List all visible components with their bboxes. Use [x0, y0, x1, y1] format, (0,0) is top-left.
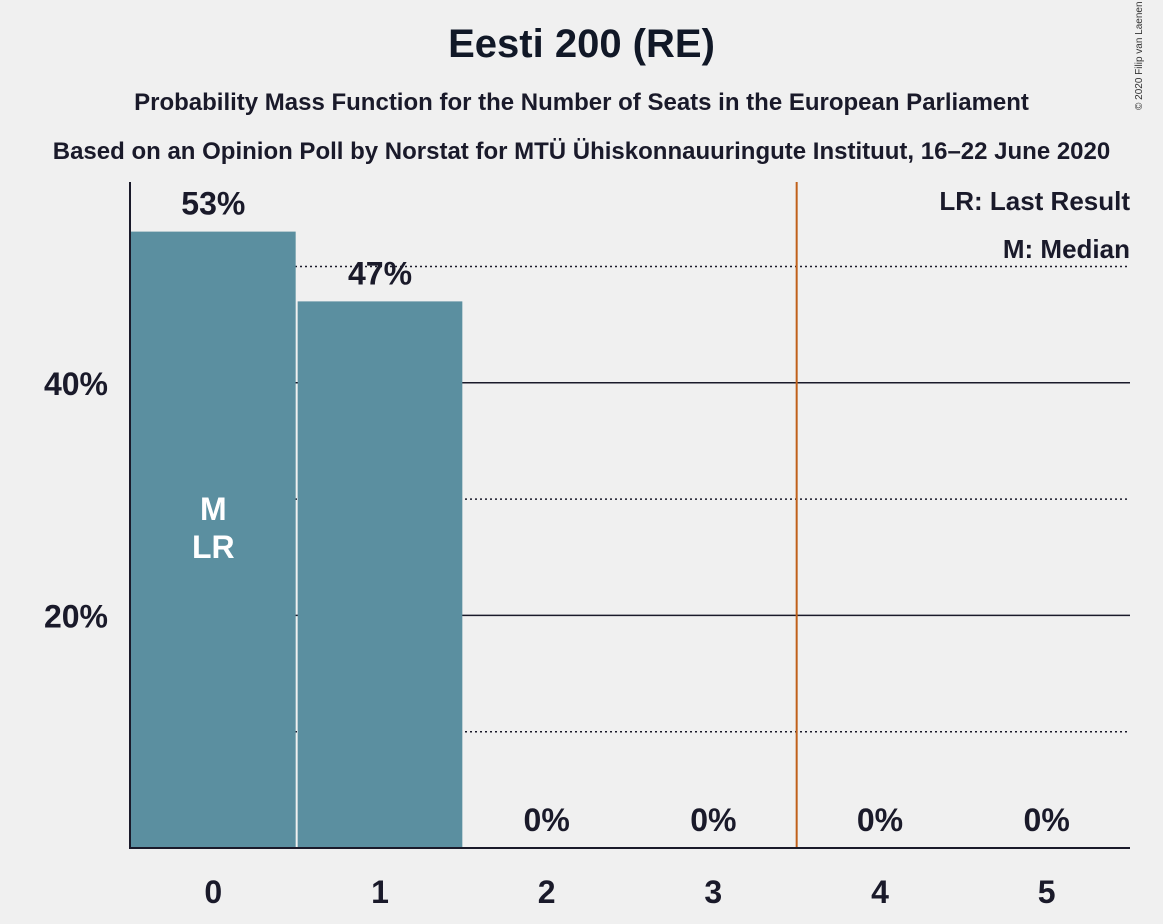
value-label: 0%: [1024, 802, 1070, 838]
y-tick-label: 20%: [44, 598, 108, 634]
bar: [131, 231, 296, 849]
value-label: 53%: [181, 186, 245, 222]
legend-median: M: Median: [1003, 234, 1130, 264]
x-tick-label: 5: [1038, 874, 1056, 910]
x-tick-label: 0: [204, 874, 222, 910]
x-tick-label: 1: [371, 874, 389, 910]
x-tick-label: 3: [704, 874, 722, 910]
x-tick-label: 2: [538, 874, 556, 910]
chart-title: Eesti 200 (RE): [448, 22, 715, 66]
legend-last-result: LR: Last Result: [939, 186, 1130, 216]
bar-annotation: M: [200, 491, 227, 527]
chart-source: Based on an Opinion Poll by Norstat for …: [52, 138, 1111, 165]
bar: [297, 301, 463, 848]
value-label: 0%: [690, 802, 736, 838]
y-tick-label: 40%: [44, 366, 108, 402]
bar-annotation: LR: [192, 529, 235, 565]
value-label: 47%: [348, 255, 412, 291]
x-tick-label: 4: [871, 874, 889, 910]
value-label: 0%: [857, 802, 903, 838]
chart-subtitle: Probability Mass Function for the Number…: [134, 89, 1029, 116]
value-label: 0%: [524, 802, 570, 838]
